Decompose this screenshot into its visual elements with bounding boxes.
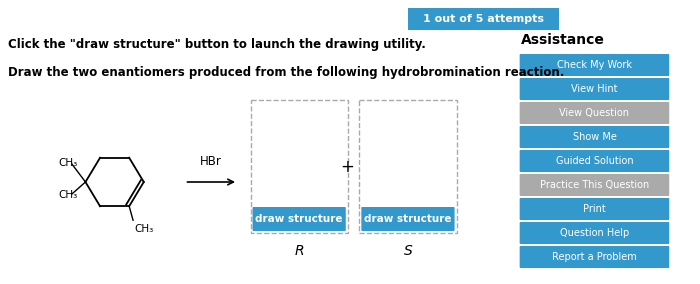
Text: S: S <box>404 244 412 258</box>
Text: +: + <box>340 158 354 176</box>
Text: Print: Print <box>583 204 606 214</box>
Text: 1 out of 5 attempts: 1 out of 5 attempts <box>423 14 544 24</box>
FancyBboxPatch shape <box>519 198 669 220</box>
Text: Show Me: Show Me <box>573 132 617 142</box>
Text: Assistance: Assistance <box>521 33 605 47</box>
FancyBboxPatch shape <box>519 222 669 244</box>
FancyBboxPatch shape <box>519 150 669 172</box>
Text: CH₃: CH₃ <box>134 224 153 234</box>
Text: Draw the two enantiomers produced from the following hydrobromination reaction.: Draw the two enantiomers produced from t… <box>8 66 564 78</box>
FancyBboxPatch shape <box>408 8 559 30</box>
FancyBboxPatch shape <box>519 54 669 76</box>
Text: Report a Problem: Report a Problem <box>552 252 637 262</box>
Bar <box>251 100 348 233</box>
Text: Check My Work: Check My Work <box>557 60 632 70</box>
Text: Practice This Question: Practice This Question <box>540 180 649 190</box>
FancyBboxPatch shape <box>361 207 454 231</box>
Text: CH₃: CH₃ <box>59 190 78 200</box>
FancyBboxPatch shape <box>519 102 669 124</box>
Text: R: R <box>295 244 304 258</box>
FancyBboxPatch shape <box>519 126 669 148</box>
Text: Question Help: Question Help <box>560 228 629 238</box>
Text: CH₃: CH₃ <box>59 158 78 168</box>
FancyBboxPatch shape <box>519 174 669 196</box>
Text: draw structure: draw structure <box>256 214 343 224</box>
Text: draw structure: draw structure <box>364 214 452 224</box>
Bar <box>359 100 456 233</box>
Text: Guided Solution: Guided Solution <box>556 156 634 166</box>
Text: View Hint: View Hint <box>571 84 617 94</box>
FancyBboxPatch shape <box>519 246 669 268</box>
FancyBboxPatch shape <box>253 207 346 231</box>
FancyBboxPatch shape <box>519 78 669 100</box>
Text: View Question: View Question <box>559 108 629 118</box>
Text: Click the "draw structure" button to launch the drawing utility.: Click the "draw structure" button to lau… <box>8 37 426 51</box>
Text: HBr: HBr <box>200 155 222 168</box>
